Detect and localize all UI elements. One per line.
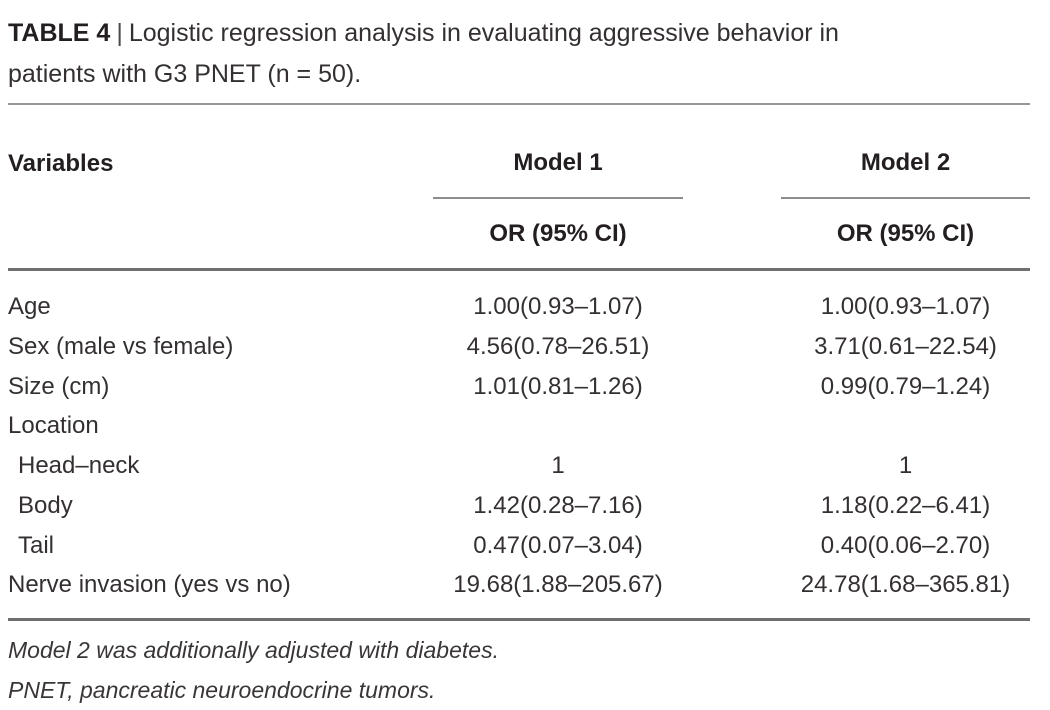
caption-line-2: patients with G3 PNET (n = 50). <box>8 54 1050 95</box>
model1-or: 1 <box>551 452 565 479</box>
row-label: Sex (male vs female) <box>8 332 234 360</box>
model2-or: 0.99(0.79–1.24) <box>820 372 991 400</box>
table-row-head-neck: Head–neck 1 1 <box>8 446 1030 486</box>
column-header-variables: Variables <box>8 150 114 177</box>
column-header-model1: Model 1 <box>433 105 683 199</box>
subheader-or-ci-model1: OR (95% CI) <box>433 198 683 271</box>
model2-or: 1.18(0.22–6.41) <box>820 491 991 519</box>
table-row-age: Age 1.00(0.93–1.07) 1.00(0.93–1.07) <box>8 270 1030 327</box>
header-gap-cell <box>683 198 781 271</box>
model2-or: 1.00(0.93–1.07) <box>820 293 991 320</box>
footnote-pnet-abbreviation: PNET, pancreatic neuroendocrine tumors. <box>8 677 436 703</box>
caption-text-2: patients with G3 PNET (n = 50). <box>8 60 362 88</box>
header-empty-cell <box>8 198 433 271</box>
table-header: Variables Model 1 Model 2 OR (95% CI) OR… <box>8 105 1030 271</box>
model2-or <box>781 406 1030 446</box>
model1-or: 0.47(0.07–3.04) <box>473 531 643 559</box>
row-label: Location <box>8 412 99 440</box>
table-row-body: Body 1.42(0.28–7.16) 1.18(0.22–6.41) <box>8 486 1030 526</box>
caption-separator: | <box>116 19 123 47</box>
model1-or: 1.42(0.28–7.16) <box>473 491 643 519</box>
model1-or: 1.00(0.93–1.07) <box>473 293 643 320</box>
table-row-location: Location <box>8 406 1030 446</box>
row-label: Body <box>18 491 73 519</box>
model2-or: 24.78(1.68–365.81) <box>781 565 1030 622</box>
caption-text-1: Logistic regression analysis in evaluati… <box>128 19 839 47</box>
model2-or: 3.71(0.61–22.54) <box>814 332 997 360</box>
table-row-nerve-invasion: Nerve invasion (yes vs no) 19.68(1.88–20… <box>8 565 1030 622</box>
table-body: Age 1.00(0.93–1.07) 1.00(0.93–1.07) Sex … <box>8 270 1030 622</box>
table-row-sex: Sex (male vs female) 4.56(0.78–26.51) 3.… <box>8 327 1030 367</box>
caption-line-1: TABLE 4 | Logistic regression analysis in … <box>8 13 1050 54</box>
regression-table: Variables Model 1 Model 2 OR (95% CI) OR… <box>8 105 1030 622</box>
header-row-models: Variables Model 1 Model 2 <box>8 105 1030 199</box>
model1-or: 4.56(0.78–26.51) <box>466 332 650 360</box>
model2-or: 1 <box>898 452 913 479</box>
row-label: Age <box>8 293 51 320</box>
model1-or: 19.68(1.88–205.67) <box>433 565 683 622</box>
row-label: Tail <box>18 531 55 559</box>
model1-or <box>433 406 683 446</box>
subheader-or-ci-model2: OR (95% CI) <box>781 198 1030 271</box>
model1-or: 1.01(0.81–1.26) <box>473 372 643 400</box>
caption-divider-rule <box>8 103 1030 105</box>
header-row-or-ci: OR (95% CI) OR (95% CI) <box>8 198 1030 271</box>
table-number: TABLE 4 <box>8 19 111 47</box>
row-label: Head–neck <box>18 452 140 479</box>
header-gap-cell <box>683 105 781 198</box>
model2-or: 0.40(0.06–2.70) <box>820 531 991 559</box>
table-caption: TABLE 4 | Logistic regression analysis in … <box>8 13 1050 95</box>
row-label: Nerve invasion (yes vs no) <box>8 565 433 622</box>
table-footnotes: Model 2 was additionally adjusted with d… <box>8 630 1050 710</box>
footnote-model2-adjustment: Model 2 was additionally adjusted with d… <box>8 637 499 663</box>
row-label: Size (cm) <box>8 372 110 400</box>
table-row-tail: Tail 0.47(0.07–3.04) 0.40(0.06–2.70) <box>8 526 1030 566</box>
column-header-model2: Model 2 <box>781 105 1030 199</box>
table-row-size: Size (cm) 1.01(0.81–1.26) 0.99(0.79–1.24… <box>8 367 1030 407</box>
